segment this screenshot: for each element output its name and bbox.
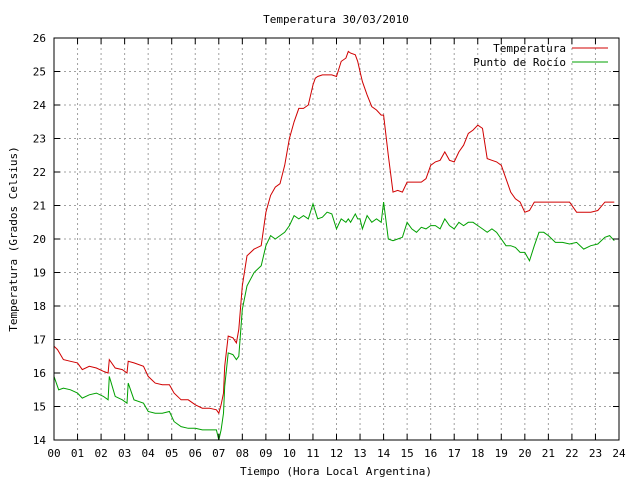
x-tick-label: 15: [401, 447, 414, 460]
x-tick-label: 21: [542, 447, 555, 460]
x-tick-label: 00: [47, 447, 60, 460]
y-tick-label: 14: [33, 434, 47, 447]
y-tick-label: 20: [33, 233, 46, 246]
legend-label-punto-de-rocio: Punto de Rocío: [473, 56, 566, 69]
legend-label-temperatura: Temperatura: [493, 42, 566, 55]
x-axis-label: Tiempo (Hora Local Argentina): [240, 465, 432, 478]
x-tick-label: 02: [94, 447, 107, 460]
y-tick-label: 21: [33, 200, 46, 213]
axis-ticks: [53, 37, 620, 441]
y-tick-label: 23: [33, 133, 46, 146]
y-tick-label: 16: [33, 367, 46, 380]
y-axis-label: Temperatura (Grados Celsius): [7, 146, 20, 331]
x-tick-label: 03: [118, 447, 131, 460]
y-tick-label: 15: [33, 401, 46, 414]
x-tick-label: 17: [448, 447, 461, 460]
x-tick-label: 01: [71, 447, 84, 460]
y-tick-label: 24: [33, 99, 47, 112]
y-tick-label: 22: [33, 166, 46, 179]
x-tick-label: 05: [165, 447, 178, 460]
x-tick-label: 08: [236, 447, 249, 460]
x-tick-label: 20: [518, 447, 531, 460]
x-tick-label: 13: [353, 447, 366, 460]
x-tick-label: 09: [259, 447, 272, 460]
x-tick-label: 07: [212, 447, 225, 460]
x-tick-label: 24: [612, 447, 626, 460]
series-line-punto-de-rocio: [53, 202, 615, 441]
x-tick-label: 19: [495, 447, 508, 460]
x-tick-label: 23: [589, 447, 602, 460]
x-tick-label: 06: [189, 447, 202, 460]
legend-entry-punto-de-rocio: Punto de Rocío: [473, 56, 608, 69]
x-tick-label: 22: [565, 447, 578, 460]
x-tick-label: 10: [283, 447, 296, 460]
grid-lines: [54, 38, 619, 440]
series-line-temperatura: [53, 50, 615, 415]
x-tick-label: 12: [330, 447, 343, 460]
legend-entry-temperatura: Temperatura: [493, 42, 608, 55]
x-tick-label: 18: [471, 447, 484, 460]
series-layer: [53, 50, 615, 441]
x-tick-label: 11: [306, 447, 319, 460]
y-tick-label: 18: [33, 300, 46, 313]
legend: Temperatura Punto de Rocío: [473, 42, 608, 69]
x-tick-label: 14: [377, 447, 391, 460]
x-tick-label: 04: [142, 447, 156, 460]
y-tick-label: 26: [33, 32, 46, 45]
x-tick-label: 16: [424, 447, 437, 460]
y-tick-label: 17: [33, 334, 46, 347]
y-tick-labels: 14 15 16 17 18 19 20 21 22 23 24 25 26: [33, 32, 47, 447]
y-tick-label: 19: [33, 267, 46, 280]
chart-title: Temperatura 30/03/2010: [263, 13, 409, 26]
x-tick-labels: 00 01 02 03 04 05 06 07 08 09 10 11 12 13 14 15 16 17 18 19…: [47, 447, 626, 460]
y-tick-label: 25: [33, 66, 46, 79]
